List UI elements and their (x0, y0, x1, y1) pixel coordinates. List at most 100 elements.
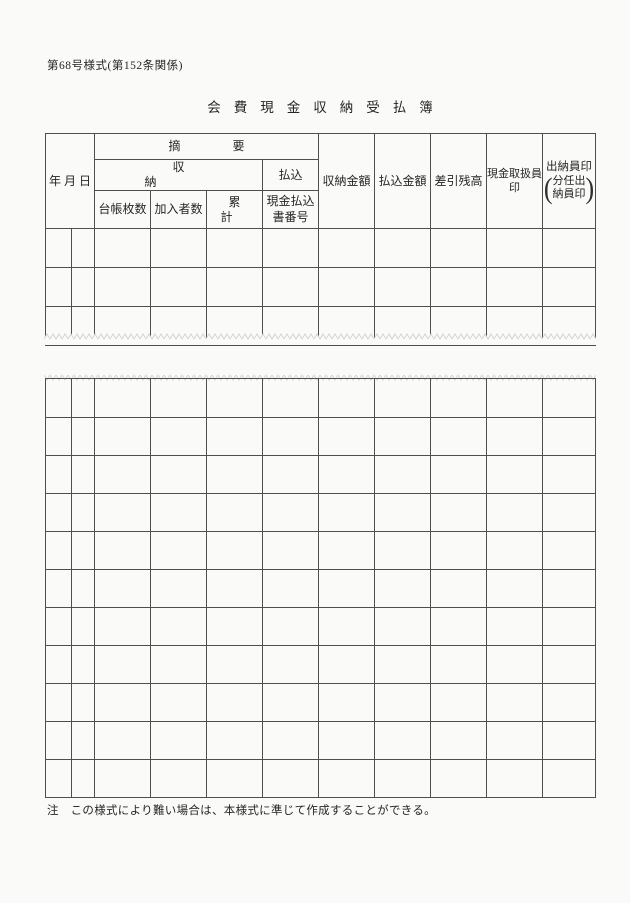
cashier-paren-line1: 分任出 (552, 174, 586, 187)
empty-cell (542, 378, 596, 418)
header-subscribers: 加入者数 (150, 190, 208, 229)
empty-cell (486, 417, 543, 456)
table-row (45, 531, 596, 570)
empty-cell (262, 267, 320, 307)
empty-cell (486, 228, 544, 268)
empty-cell (71, 493, 95, 532)
empty-cell (71, 607, 95, 646)
empty-cell (262, 455, 319, 494)
empty-cell (318, 493, 375, 532)
table-row (45, 721, 596, 760)
empty-cell (206, 683, 263, 722)
empty-cell (150, 228, 208, 268)
empty-cell (94, 493, 151, 532)
footnote: 注 この様式により難い場合は、本様式に準じて作成することができる。 (47, 805, 436, 817)
empty-cell (71, 721, 95, 760)
empty-cell (206, 569, 263, 608)
empty-cell (45, 417, 72, 456)
empty-cell (542, 683, 596, 722)
cashier-seal-title: 出納員印 (546, 160, 593, 173)
empty-cell (45, 531, 72, 570)
empty-cell (374, 607, 431, 646)
register-table-upper: 年月日 摘要 収納金額 払込金額 差引残高 現金取扱員 印 出納員印 ( 分任出… (44, 133, 597, 346)
empty-cell (486, 569, 543, 608)
empty-cell (206, 493, 263, 532)
empty-cell (486, 721, 543, 760)
empty-cell (45, 645, 72, 684)
empty-cell (262, 531, 319, 570)
form-number-label: 第68号様式(第152条関係) (47, 60, 183, 72)
empty-cell (430, 455, 487, 494)
empty-cell (150, 455, 207, 494)
empty-cell (542, 455, 596, 494)
empty-cell (206, 721, 263, 760)
empty-cell (262, 417, 319, 456)
empty-cell (430, 228, 488, 268)
empty-cell (486, 607, 543, 646)
empty-cell (206, 267, 264, 307)
empty-cell (430, 607, 487, 646)
empty-cell (318, 228, 376, 268)
header-ledger-sheets: 台帳枚数 (94, 190, 152, 229)
empty-cell (430, 683, 487, 722)
empty-cell (374, 531, 431, 570)
empty-cell (318, 531, 375, 570)
empty-cell (94, 228, 152, 268)
empty-cell (374, 683, 431, 722)
empty-cell (150, 378, 207, 418)
header-payment-slip: 現金払込 書番号 (262, 190, 320, 229)
empty-cell (150, 683, 207, 722)
empty-cell (318, 378, 375, 418)
header-row-2: 収納 払込 (46, 159, 596, 191)
cashier-paren-line2: 納員印 (552, 188, 586, 201)
table-header: 年月日 摘要 収納金額 払込金額 差引残高 現金取扱員 印 出納員印 ( 分任出… (44, 133, 597, 229)
header-receipt-amount: 収納金額 (318, 133, 376, 229)
empty-cell (262, 607, 319, 646)
lower-body-rows (45, 378, 596, 798)
empty-cell (374, 267, 432, 307)
empty-cell (70, 267, 96, 307)
table-row (45, 267, 597, 307)
empty-cell (71, 759, 95, 798)
header-date: 年月日 (44, 133, 96, 229)
empty-cell (542, 721, 596, 760)
table-row (45, 493, 596, 532)
empty-cell (150, 267, 208, 307)
empty-cell (430, 531, 487, 570)
empty-cell (486, 759, 543, 798)
empty-cell (262, 683, 319, 722)
empty-cell (318, 267, 376, 307)
payment-slip-line2: 書番号 (272, 209, 309, 224)
empty-cell (71, 417, 95, 456)
empty-cell (150, 645, 207, 684)
empty-cell (430, 721, 487, 760)
empty-cell (150, 493, 207, 532)
upper-body-rows (45, 228, 597, 346)
empty-cell (318, 455, 375, 494)
empty-cell (318, 417, 375, 456)
empty-cell (374, 228, 432, 268)
empty-cell (45, 455, 72, 494)
empty-cell (71, 531, 95, 570)
empty-cell (206, 759, 263, 798)
paren-open: ( (543, 172, 553, 205)
empty-cell (486, 267, 544, 307)
header-cashier-seal: 出納員印 ( 分任出 納員印 ) (542, 133, 597, 229)
empty-cell (94, 607, 151, 646)
page-title: 会費現金収納受払簿 (207, 100, 446, 115)
empty-cell (206, 531, 263, 570)
empty-cell (374, 417, 431, 456)
empty-cell (486, 493, 543, 532)
empty-cell (94, 267, 152, 307)
empty-cell (262, 378, 319, 418)
empty-cell (206, 607, 263, 646)
empty-cell (94, 455, 151, 494)
empty-cell (45, 607, 72, 646)
empty-cell (71, 455, 95, 494)
empty-cell (150, 607, 207, 646)
empty-cell (374, 378, 431, 418)
empty-cell (150, 531, 207, 570)
empty-cell (70, 228, 96, 268)
empty-cell (430, 267, 488, 307)
